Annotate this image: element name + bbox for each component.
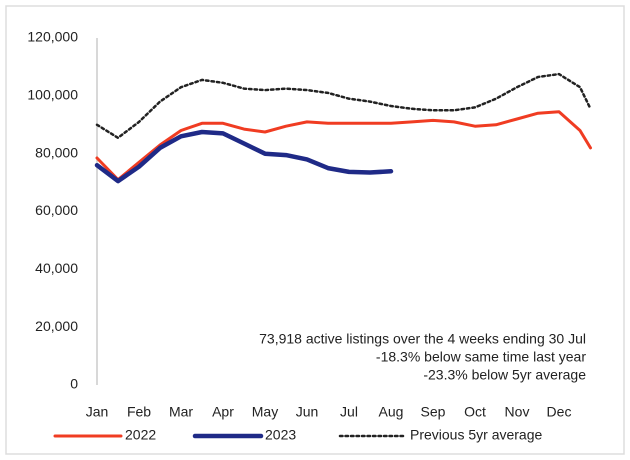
x-tick-label: Jan	[86, 404, 109, 420]
x-tick-label: Feb	[127, 404, 151, 420]
chart-frame	[5, 5, 625, 455]
series-line	[95, 72, 592, 140]
x-tick-label: Jul	[340, 404, 358, 420]
x-tick-label: Dec	[547, 404, 572, 420]
annotation: -18.3% below same time last year	[376, 349, 586, 365]
y-tick-label: 0	[70, 376, 78, 392]
y-tick-label: 120,000	[27, 29, 78, 45]
y-tick-label: 20,000	[35, 318, 78, 334]
annotation: 73,918 active listings over the 4 weeks …	[259, 331, 586, 347]
x-tick-label: Mar	[169, 404, 193, 420]
legend-label: 2022	[125, 427, 156, 443]
x-tick-label: Jun	[296, 404, 319, 420]
x-tick-label: Oct	[464, 404, 486, 420]
x-tick-label: May	[252, 404, 278, 420]
y-tick-label: 80,000	[35, 144, 78, 160]
series-line	[95, 110, 592, 182]
series-line	[94, 129, 394, 184]
y-tick-label: 40,000	[35, 260, 78, 276]
x-tick-label: Nov	[505, 404, 530, 420]
x-tick-label: Sep	[421, 404, 446, 420]
annotation: -23.3% below 5yr average	[423, 367, 586, 383]
y-tick-label: 100,000	[27, 87, 78, 103]
x-tick-label: Apr	[212, 404, 234, 420]
legend-label: Previous 5yr average	[410, 427, 543, 443]
legend-label: 2023	[265, 427, 296, 443]
y-tick-label: 60,000	[35, 202, 78, 218]
x-tick-label: Aug	[379, 404, 404, 420]
